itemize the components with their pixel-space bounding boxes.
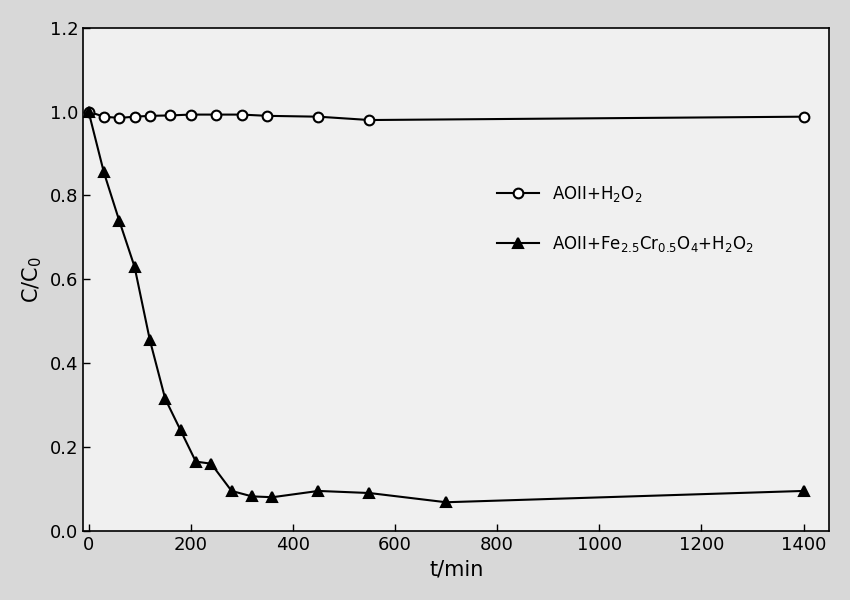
AOII+Fe$_{2.5}$Cr$_{0.5}$O$_4$+H$_2$O$_2$ (99, 169, 109, 176)
Y-axis label: C/C$_0$: C/C$_0$ (21, 256, 44, 302)
AOII+Fe$_{2.5}$Cr$_{0.5}$O$_4$+H$_2$O$_2$ (246, 493, 257, 500)
AOII+Fe$_{2.5}$Cr$_{0.5}$O$_4$+H$_2$O$_2$ (129, 263, 139, 271)
X-axis label: t/min: t/min (429, 559, 484, 579)
AOII+Fe$_{2.5}$Cr$_{0.5}$O$_4$+H$_2$O$_2$ (206, 460, 216, 467)
AOII+Fe$_{2.5}$Cr$_{0.5}$O$_4$+H$_2$O$_2$ (160, 395, 170, 403)
AOII+Fe$_{2.5}$Cr$_{0.5}$O$_4$+H$_2$O$_2$ (441, 499, 451, 506)
AOII+H$_2$O$_2$ (185, 111, 196, 118)
AOII+Fe$_{2.5}$Cr$_{0.5}$O$_4$+H$_2$O$_2$ (114, 217, 124, 224)
AOII+Fe$_{2.5}$Cr$_{0.5}$O$_4$+H$_2$O$_2$ (83, 108, 94, 115)
AOII+H$_2$O$_2$ (236, 111, 246, 118)
AOII+H$_2$O$_2$ (83, 108, 94, 115)
Line: AOII+Fe$_{2.5}$Cr$_{0.5}$O$_4$+H$_2$O$_2$: AOII+Fe$_{2.5}$Cr$_{0.5}$O$_4$+H$_2$O$_2… (83, 107, 808, 507)
AOII+Fe$_{2.5}$Cr$_{0.5}$O$_4$+H$_2$O$_2$ (798, 487, 808, 494)
AOII+H$_2$O$_2$ (314, 113, 324, 120)
AOII+H$_2$O$_2$ (99, 113, 109, 120)
AOII+Fe$_{2.5}$Cr$_{0.5}$O$_4$+H$_2$O$_2$ (175, 427, 185, 434)
AOII+H$_2$O$_2$ (262, 112, 272, 119)
Legend: AOII+H$_2$O$_2$, AOII+Fe$_{2.5}$Cr$_{0.5}$O$_4$+H$_2$O$_2$: AOII+H$_2$O$_2$, AOII+Fe$_{2.5}$Cr$_{0.5… (490, 177, 761, 260)
AOII+H$_2$O$_2$ (165, 112, 175, 119)
AOII+H$_2$O$_2$ (114, 115, 124, 122)
AOII+H$_2$O$_2$ (365, 116, 375, 124)
AOII+Fe$_{2.5}$Cr$_{0.5}$O$_4$+H$_2$O$_2$ (314, 487, 324, 494)
AOII+Fe$_{2.5}$Cr$_{0.5}$O$_4$+H$_2$O$_2$ (365, 490, 375, 497)
AOII+H$_2$O$_2$ (129, 113, 139, 120)
AOII+Fe$_{2.5}$Cr$_{0.5}$O$_4$+H$_2$O$_2$ (267, 494, 277, 501)
AOII+H$_2$O$_2$ (211, 111, 221, 118)
AOII+Fe$_{2.5}$Cr$_{0.5}$O$_4$+H$_2$O$_2$ (190, 458, 201, 465)
AOII+H$_2$O$_2$ (798, 113, 808, 120)
Line: AOII+H$_2$O$_2$: AOII+H$_2$O$_2$ (83, 107, 808, 125)
AOII+H$_2$O$_2$ (144, 112, 155, 119)
AOII+Fe$_{2.5}$Cr$_{0.5}$O$_4$+H$_2$O$_2$ (144, 337, 155, 344)
AOII+Fe$_{2.5}$Cr$_{0.5}$O$_4$+H$_2$O$_2$ (226, 487, 236, 494)
